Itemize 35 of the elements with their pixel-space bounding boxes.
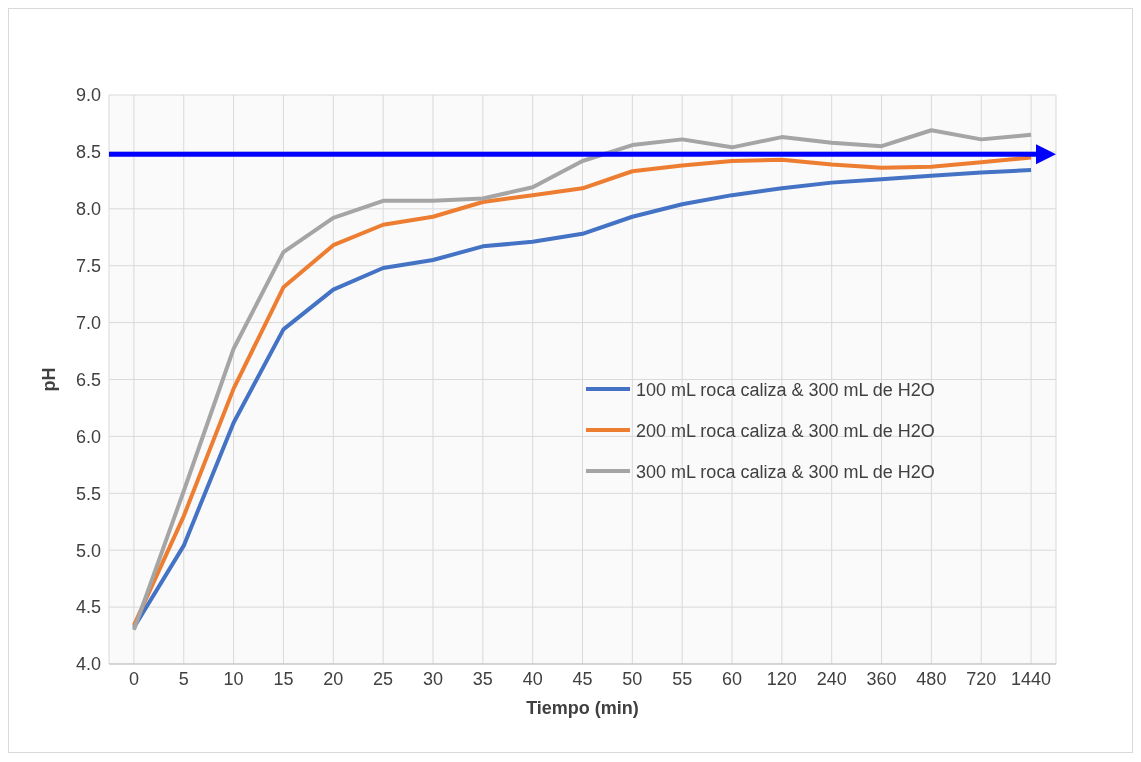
x-axis-title: Tiempo (min) [526, 698, 639, 718]
y-tick-label: 5.5 [75, 483, 101, 504]
x-tick-label: 55 [672, 668, 693, 689]
y-axis-title: pH [39, 367, 60, 392]
legend-label: 200 mL roca caliza & 300 mL de H2O [636, 420, 936, 443]
x-tick-label: 1440 [1011, 668, 1052, 689]
x-tick-label: 120 [766, 668, 797, 689]
y-tick-label: 4.5 [75, 597, 101, 618]
x-tick-label: 50 [622, 668, 643, 689]
y-tick-label: 8.5 [75, 142, 101, 163]
y-tick-label: 7.0 [75, 312, 101, 333]
y-tick-label: 9.0 [75, 85, 101, 106]
x-tick-label: 360 [866, 668, 897, 689]
legend-label: 100 mL roca caliza & 300 mL de H2O [636, 379, 936, 402]
x-tick-label: 720 [966, 668, 997, 689]
y-tick-label: 6.5 [75, 369, 101, 390]
x-tick-label: 60 [722, 668, 743, 689]
x-tick-label: 240 [816, 668, 847, 689]
x-tick-label: 40 [522, 668, 543, 689]
x-tick-label: 480 [916, 668, 947, 689]
x-tick-label: 45 [572, 668, 593, 689]
y-tick-label: 4.0 [75, 654, 101, 675]
x-tick-label: 30 [422, 668, 443, 689]
y-tick-label: 7.5 [75, 256, 101, 277]
y-tick-label: 6.0 [75, 426, 101, 447]
x-tick-label: 5 [178, 668, 189, 689]
y-tick-label: 5.0 [75, 540, 101, 561]
x-tick-label: 35 [472, 668, 493, 689]
y-tick-label: 8.0 [75, 199, 101, 220]
x-tick-label: 10 [223, 668, 244, 689]
x-tick-label: 25 [373, 668, 394, 689]
x-tick-label: 0 [128, 668, 139, 689]
legend-label: 300 mL roca caliza & 300 mL de H2O [636, 461, 936, 484]
x-tick-label: 15 [273, 668, 294, 689]
x-tick-label: 20 [323, 668, 344, 689]
